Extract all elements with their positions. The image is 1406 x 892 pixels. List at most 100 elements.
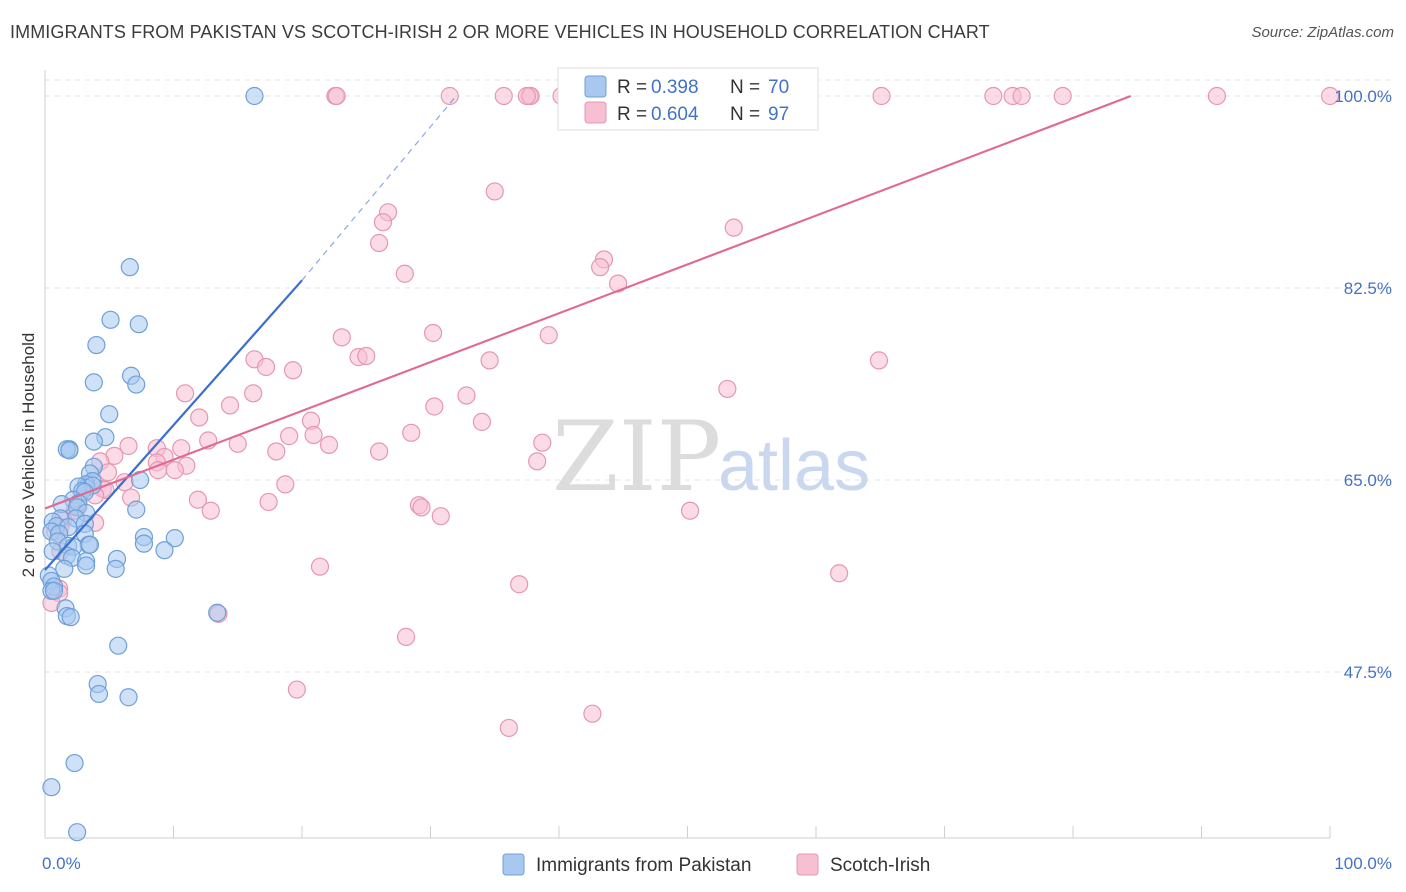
scotch-irish-point xyxy=(280,427,299,446)
scotch-irish-point xyxy=(220,396,240,415)
scotch-irish-point xyxy=(304,425,323,445)
legend-r-value-1: 0.398 xyxy=(651,77,699,98)
y-tick-label: 65.0% xyxy=(1344,471,1392,490)
y-axis-title: 2 or more Vehicles in Household xyxy=(19,333,38,578)
scotch-irish-point xyxy=(332,328,351,347)
pakistan-point xyxy=(245,86,264,106)
scotch-irish-point xyxy=(472,412,491,431)
gridlines xyxy=(45,79,1392,673)
scotch-irish-point xyxy=(984,86,1003,106)
scotch-irish-point xyxy=(517,86,536,106)
scotch-irish-point xyxy=(283,361,303,380)
scotch-irish-point xyxy=(119,436,138,456)
x-tick-label-min: 0.0% xyxy=(42,854,81,873)
pakistan-point xyxy=(65,753,84,773)
scotch-irish-point xyxy=(267,442,286,461)
scotch-irish-point xyxy=(327,86,346,106)
legend-n-label-2: N = xyxy=(730,104,760,125)
trend-lines xyxy=(44,94,1132,571)
scotch-irish-trend-line xyxy=(44,94,1132,510)
legend-r-label-2: R = xyxy=(617,104,647,125)
pakistan-trend-extension xyxy=(301,95,457,281)
scotch-irish-point xyxy=(423,323,443,343)
pakistan-point xyxy=(77,556,96,575)
scotch-irish-point xyxy=(583,704,602,723)
scotch-irish-point xyxy=(190,408,209,427)
scotch-irish-point xyxy=(188,490,208,509)
pakistan-point xyxy=(165,529,184,548)
scotch-irish-point xyxy=(609,274,628,293)
scotch-irish-point xyxy=(499,718,518,738)
pakistan-point xyxy=(120,258,139,277)
scotch-irish-point xyxy=(402,423,421,442)
scotch-irish-point xyxy=(724,218,743,237)
scotch-irish-point xyxy=(680,501,700,520)
scotch-irish-point xyxy=(259,492,278,512)
pakistan-point xyxy=(84,373,103,392)
scotch-irish-point xyxy=(287,680,306,699)
pakistan-point xyxy=(87,335,106,355)
scotch-irish-point xyxy=(319,435,339,454)
scotch-irish-point xyxy=(431,507,450,526)
watermark: ZIP atlas xyxy=(552,401,870,513)
pakistan-trend-line xyxy=(44,279,303,571)
scotch-irish-point xyxy=(165,461,184,480)
scotch-irish-point xyxy=(457,386,476,405)
scotch-irish-point xyxy=(373,213,393,232)
tick-labels: 47.5% 65.0% 82.5% 100.0% 0.0% 100.0% xyxy=(42,87,1392,873)
scotch-irish-point xyxy=(1012,86,1031,106)
chart-title: IMMIGRANTS FROM PAKISTAN VS SCOTCH-IRISH… xyxy=(10,22,990,42)
x-tick-label-max: 100.0% xyxy=(1334,854,1392,873)
pakistan-point xyxy=(100,405,119,424)
scotch-irish-point xyxy=(440,86,459,106)
scotch-irish-point xyxy=(872,86,891,106)
watermark-zip: ZIP xyxy=(552,401,721,513)
y-tick-label: 100.0% xyxy=(1334,87,1392,106)
scotch-irish-point xyxy=(256,357,276,377)
legend-n-label-1: N = xyxy=(730,77,760,98)
scotch-irish-point xyxy=(370,442,389,461)
scotch-irish-point xyxy=(395,264,414,283)
scotch-irish-point xyxy=(718,379,737,399)
bottom-legend-swatch-pink xyxy=(796,853,819,876)
pakistan-point xyxy=(155,541,174,560)
legend-r-label-1: R = xyxy=(617,77,647,98)
scotch-irish-point xyxy=(1053,86,1072,106)
scotch-irish-point xyxy=(528,452,547,471)
scotch-irish-point xyxy=(276,475,295,494)
scotch-irish-point xyxy=(494,86,513,106)
scotch-irish-point xyxy=(244,384,263,403)
pakistan-point xyxy=(55,559,74,578)
legend-swatch-pink xyxy=(584,101,607,124)
y-tick-label: 47.5% xyxy=(1344,663,1392,682)
scotch-irish-point xyxy=(533,433,552,452)
scotch-irish-point xyxy=(425,397,444,416)
pakistan-point xyxy=(68,823,87,842)
pakistan-point xyxy=(109,636,128,655)
scotch-irish-point xyxy=(357,346,376,366)
pakistan-point xyxy=(101,310,120,329)
pakistan-point xyxy=(44,581,64,600)
bottom-legend-label-scotch-irish: Scotch-Irish xyxy=(830,855,930,876)
scotch-irish-point xyxy=(370,233,389,253)
y-tick-label: 82.5% xyxy=(1344,279,1392,298)
pakistan-point xyxy=(127,500,146,519)
scotch-irish-point xyxy=(1320,86,1340,106)
legend-n-value-2: 97 xyxy=(768,104,789,125)
chart-source: Source: ZipAtlas.com xyxy=(1251,24,1394,41)
scotch-irish-point xyxy=(485,182,504,201)
stats-legend: R = 0.398 N = 70 R = 0.604 N = 97 xyxy=(557,67,819,131)
scotch-irish-point xyxy=(869,351,889,370)
legend-r-value-2: 0.604 xyxy=(651,104,699,125)
legend-n-value-1: 70 xyxy=(768,77,789,98)
pakistan-point xyxy=(89,684,109,704)
pakistan-point xyxy=(129,315,148,334)
scotch-irish-point xyxy=(396,627,416,646)
legend-swatch-blue xyxy=(584,75,607,98)
pakistan-point xyxy=(106,559,125,578)
scotch-irish-point xyxy=(1207,86,1227,106)
scotch-irish-point xyxy=(830,564,849,583)
pakistan-point xyxy=(61,608,80,627)
pakistan-point xyxy=(208,603,227,622)
